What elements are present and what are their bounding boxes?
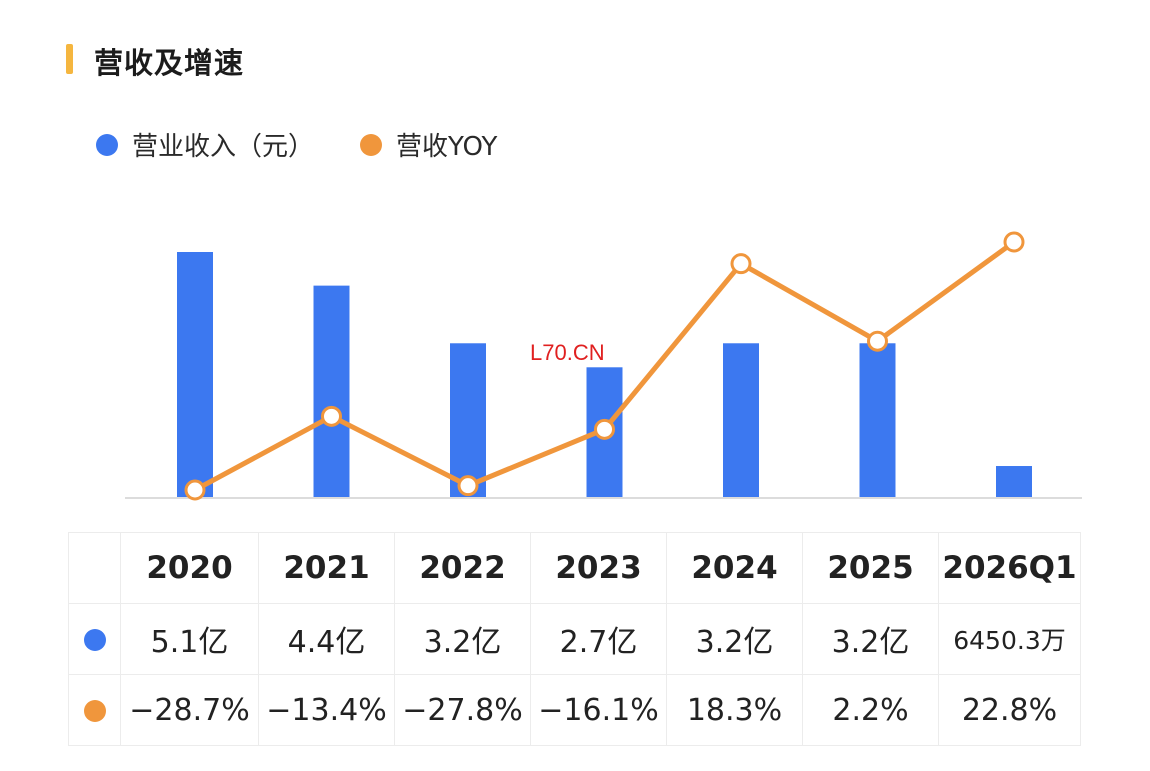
revenue-bar-2021 [313, 285, 350, 497]
revenue-bar-2020 [177, 252, 213, 497]
yoy-cell: 22.8% [938, 674, 1081, 746]
revenue-cell: 3.2亿 [394, 603, 531, 675]
revenue-bar-2025 [859, 343, 896, 497]
yoy-point-2025 [867, 330, 888, 352]
year-cell: 2023 [530, 532, 667, 604]
table-corner [68, 532, 121, 604]
yoy-point-2022 [457, 475, 479, 497]
yoy-cell: −13.4% [258, 674, 395, 746]
revenue-cell: 3.2亿 [666, 603, 803, 675]
revenue-cell: 2.7亿 [530, 603, 667, 675]
row-marker-yoy [68, 674, 121, 746]
year-cell: 2024 [666, 532, 803, 604]
yoy-point-2021 [321, 405, 342, 427]
yoy-cell: 2.2% [802, 674, 939, 746]
year-cell: 2020 [120, 532, 259, 604]
yoy-point-2023 [594, 418, 615, 440]
year-cell: 2026Q1 [938, 532, 1081, 604]
legend-label-revenue: 营业收入（元） [132, 132, 315, 162]
row-marker-revenue [68, 603, 121, 675]
title-accent-bar [66, 44, 73, 74]
yoy-cell: −28.7% [120, 674, 259, 746]
table-row-yoy: −28.7% −13.4% −27.8% −16.1% 18.3% 2.2% 2… [68, 674, 1081, 746]
data-table: 2020 2021 2022 2023 2024 2025 2026Q1 5.1… [68, 532, 1081, 746]
year-cell: 2025 [802, 532, 939, 604]
revenue-dot-icon [83, 629, 106, 651]
yoy-point-2024 [730, 253, 752, 275]
revenue-cell: 5.1亿 [120, 603, 259, 675]
yoy-cell: 18.3% [666, 674, 803, 746]
yoy-cell: −27.8% [394, 674, 531, 746]
legend-item-yoy: 营收YOY [360, 126, 497, 163]
revenue-cell: 3.2亿 [802, 603, 939, 675]
revenue-cell: 6450.3万 [938, 603, 1081, 675]
legend-label-yoy: 营收YOY [396, 132, 498, 162]
legend-dot-revenue [96, 133, 118, 156]
revenue-bar-2026Q1 [996, 466, 1032, 497]
year-cell: 2022 [394, 532, 531, 604]
yoy-point-2020 [184, 479, 206, 501]
chart-title: 营收及增速 [94, 46, 245, 80]
legend-dot-yoy [360, 133, 383, 156]
revenue-bar-2024 [723, 343, 759, 497]
revenue-cell: 4.4亿 [258, 603, 395, 675]
yoy-cell: −16.1% [530, 674, 667, 746]
revenue-bar-2022 [450, 343, 486, 497]
year-cell: 2021 [258, 532, 395, 604]
legend-item-revenue: 营业收入（元） [96, 126, 314, 163]
yoy-point-2026Q1 [1003, 231, 1025, 253]
legend: 营业收入（元） 营收YOY [96, 126, 543, 163]
yoy-dot-icon [83, 700, 106, 722]
overlay-watermark-text: L70.CN [530, 340, 605, 365]
table-row-revenue: 5.1亿 4.4亿 3.2亿 2.7亿 3.2亿 3.2亿 6450.3万 [68, 603, 1081, 675]
table-row-years: 2020 2021 2022 2023 2024 2025 2026Q1 [68, 532, 1081, 604]
